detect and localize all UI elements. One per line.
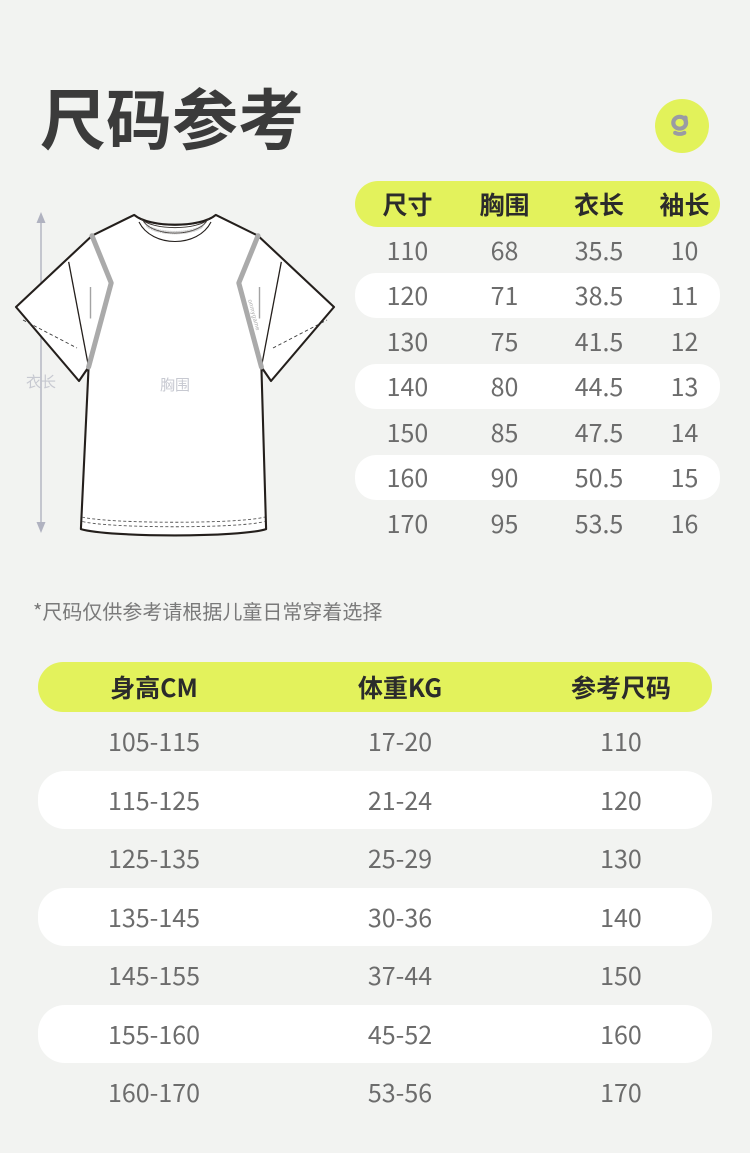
svg-text:胸围: 胸围: [160, 374, 190, 395]
svg-text:衣长: 衣长: [26, 371, 56, 392]
